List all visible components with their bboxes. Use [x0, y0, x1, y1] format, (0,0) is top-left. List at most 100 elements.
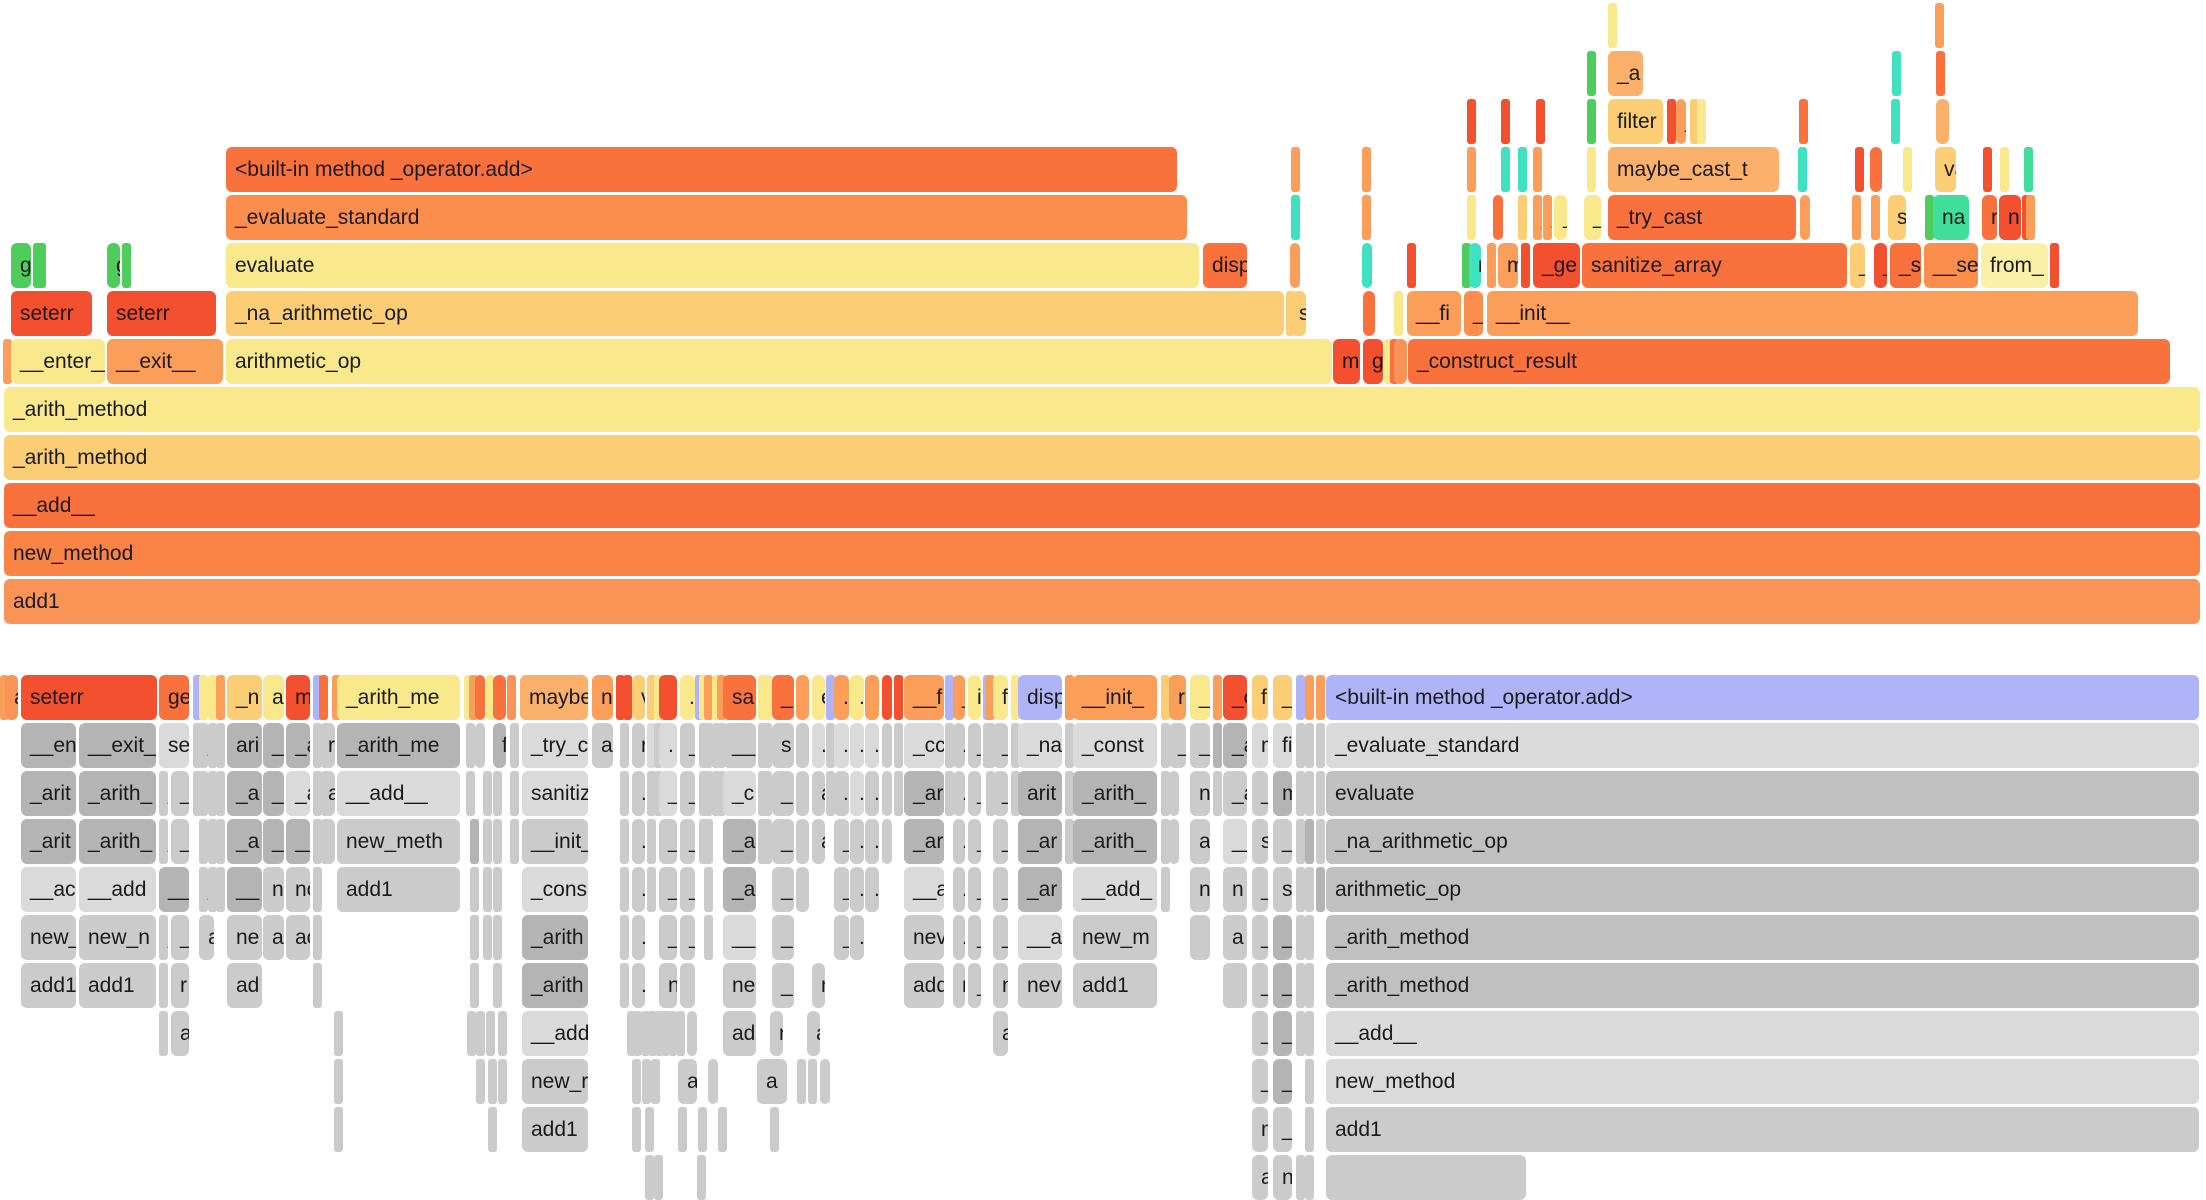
frame[interactable]: r [1305, 1107, 1314, 1152]
frame[interactable]: new_r [522, 1059, 588, 1104]
frame[interactable]: a [812, 771, 825, 816]
frame[interactable] [493, 915, 502, 960]
frame[interactable]: . [632, 819, 645, 864]
frame[interactable]: . [208, 723, 217, 768]
frame[interactable]: s [1305, 819, 1314, 864]
frame[interactable]: _ [680, 915, 695, 960]
frame[interactable] [758, 819, 767, 864]
frame[interactable] [1925, 195, 1934, 240]
frame[interactable] [820, 1059, 830, 1104]
frame[interactable] [1213, 771, 1222, 816]
frame[interactable]: __ [286, 819, 310, 864]
frame[interactable] [2050, 243, 2059, 288]
frame[interactable] [712, 771, 721, 816]
frame[interactable]: _ [834, 867, 849, 912]
frame[interactable]: __init_ [1073, 675, 1157, 720]
frame[interactable] [313, 771, 322, 816]
frame[interactable]: _arith_ [79, 819, 156, 864]
frame[interactable]: _ [1190, 675, 1210, 720]
frame[interactable] [334, 1107, 343, 1152]
frame[interactable]: _arith_method [1326, 915, 2199, 960]
frame[interactable]: _s [1890, 243, 1921, 288]
frame[interactable]: . [945, 723, 954, 768]
frame[interactable]: __exit__ [79, 723, 156, 768]
frame[interactable] [488, 1107, 497, 1152]
frame[interactable] [676, 1011, 685, 1056]
frame[interactable]: . [865, 867, 879, 912]
frame[interactable]: n [1252, 723, 1268, 768]
frame[interactable] [659, 675, 677, 720]
frame[interactable]: v [632, 675, 645, 720]
frame[interactable] [1798, 147, 1807, 192]
frame[interactable] [1407, 243, 1416, 288]
frame[interactable]: r [493, 963, 502, 1008]
frame[interactable]: _ [968, 819, 981, 864]
frame[interactable]: . [1305, 771, 1314, 816]
frame[interactable]: r [319, 723, 335, 768]
frame[interactable] [882, 723, 892, 768]
frame[interactable]: disp [1203, 243, 1247, 288]
frame[interactable]: _ [1252, 867, 1268, 912]
frame[interactable]: . [199, 771, 208, 816]
frame[interactable] [1935, 3, 1944, 48]
frame[interactable]: . [834, 675, 849, 720]
frame[interactable] [648, 1011, 657, 1056]
frame[interactable] [1326, 1155, 1526, 1200]
frame[interactable] [647, 723, 656, 768]
frame[interactable]: . [483, 819, 492, 864]
frame[interactable] [826, 723, 835, 768]
frame[interactable]: __add__ [337, 771, 460, 816]
frame[interactable] [1362, 195, 1371, 240]
frame[interactable] [510, 819, 519, 864]
frame[interactable]: _ [1584, 195, 1601, 240]
frame[interactable] [1536, 99, 1545, 144]
frame[interactable]: ac [286, 915, 310, 960]
frame[interactable]: fi [1273, 723, 1292, 768]
frame[interactable]: __add__ [1326, 1011, 2199, 1056]
frame[interactable] [704, 771, 713, 816]
frame[interactable] [647, 771, 656, 816]
frame[interactable]: _arith_me [337, 723, 460, 768]
frame[interactable]: __init_ [522, 819, 588, 864]
frame[interactable]: _a [1223, 771, 1247, 816]
frame[interactable]: _ [680, 771, 695, 816]
frame[interactable]: sanitize_array [1582, 243, 1847, 288]
frame[interactable] [1296, 819, 1305, 864]
frame[interactable]: . [812, 723, 825, 768]
frame[interactable] [1296, 771, 1305, 816]
frame[interactable]: m [1498, 243, 1518, 288]
frame[interactable]: _ [1252, 915, 1268, 960]
frame[interactable] [945, 771, 954, 816]
frame[interactable] [1291, 195, 1300, 240]
frame[interactable] [1667, 99, 1676, 144]
frame[interactable] [1587, 147, 1596, 192]
frame[interactable]: n [263, 867, 284, 912]
frame[interactable]: _na_arithmetic_op [226, 291, 1284, 336]
frame[interactable]: _ [953, 675, 965, 720]
frame[interactable] [1213, 675, 1222, 720]
frame[interactable] [199, 675, 208, 720]
frame[interactable] [319, 819, 335, 864]
frame[interactable] [216, 675, 225, 720]
frame[interactable]: s [1290, 291, 1306, 336]
frame[interactable]: _ [199, 867, 208, 912]
frame[interactable] [986, 675, 995, 720]
frame[interactable]: n [1190, 771, 1210, 816]
frame[interactable] [1855, 147, 1864, 192]
frame[interactable]: f [493, 723, 506, 768]
frame[interactable] [654, 723, 663, 768]
frame[interactable]: __add_ [1073, 867, 1157, 912]
frame[interactable]: _ [1554, 195, 1567, 240]
frame[interactable] [469, 675, 478, 720]
frame[interactable] [1161, 723, 1170, 768]
frame[interactable]: a [263, 675, 284, 720]
frame[interactable] [1871, 195, 1880, 240]
frame[interactable]: se [159, 723, 189, 768]
frame[interactable] [704, 867, 713, 912]
frame[interactable]: _ [1273, 915, 1292, 960]
frame[interactable]: _ar [904, 819, 944, 864]
frame[interactable]: new_method [1326, 1059, 2199, 1104]
frame[interactable]: na [1933, 195, 1969, 240]
frame[interactable]: . [1305, 867, 1314, 912]
frame[interactable]: r [687, 1011, 697, 1056]
